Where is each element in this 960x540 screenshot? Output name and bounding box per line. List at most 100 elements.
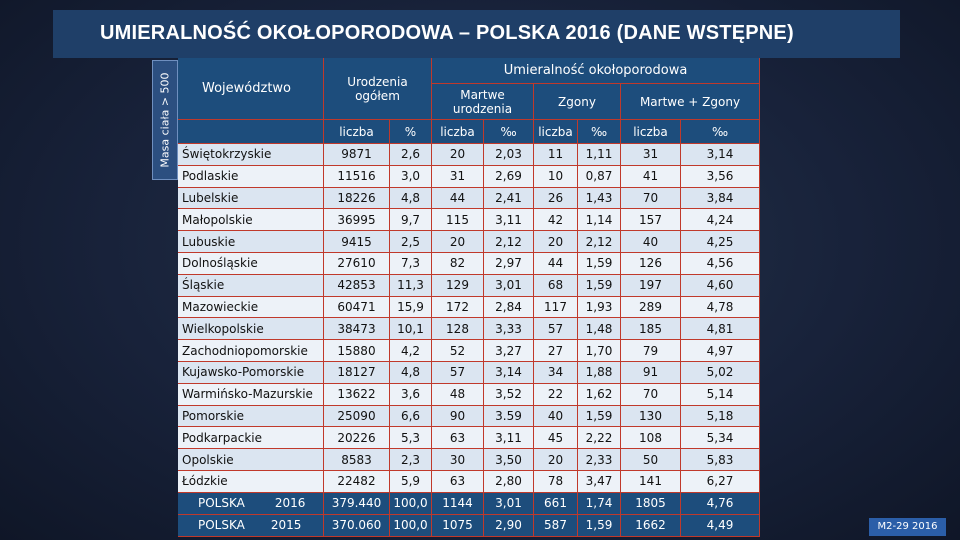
cell-pct: 4,8 — [390, 361, 432, 384]
cell-mzp: 5,02 — [681, 361, 761, 384]
cell-z: 117 — [534, 296, 578, 319]
region-name: Lubelskie — [178, 187, 324, 210]
total-cell-mz: 1662 — [621, 514, 681, 537]
cell-m: 128 — [432, 318, 484, 341]
region-name: Łódzkie — [178, 470, 324, 493]
cell-mz: 141 — [621, 470, 681, 493]
total-cell-ur: 370.060 — [324, 514, 390, 537]
header-permille: ‰ — [578, 120, 621, 144]
cell-mp: 2,97 — [484, 252, 534, 275]
cell-z: 22 — [534, 383, 578, 406]
cell-ur: 15880 — [324, 340, 390, 362]
cell-pct: 6,6 — [390, 405, 432, 428]
table-row: Małopolskie 36995 9,7 115 3,11 42 1,14 157 4,24 — [178, 209, 761, 232]
table-body: Świętokrzyskie 9871 2,6 20 2,03 11 1,11 31 3,14 P… — [178, 144, 761, 537]
cell-zp: 1,48 — [578, 318, 621, 341]
table-row: Lubelskie 18226 4,8 44 2,41 26 1,43 70 3,84 — [178, 187, 761, 210]
cell-zp: 1,11 — [578, 144, 621, 166]
total-cell-mzp: 4,49 — [681, 514, 761, 537]
table-row: Lubuskie 9415 2,5 20 2,12 20 2,12 40 4,25 — [178, 231, 761, 253]
cell-m: 63 — [432, 470, 484, 493]
total-cell-mp: 2,90 — [484, 514, 534, 537]
table-row: Łódzkie 22482 5,9 63 2,80 78 3,47 141 6,27 — [178, 470, 761, 493]
total-year: 2015 — [270, 518, 302, 533]
cell-ur: 11516 — [324, 165, 390, 188]
header-urodzenia: Urodzenia ogółem — [324, 58, 432, 120]
cell-m: 129 — [432, 274, 484, 297]
cell-z: 44 — [534, 252, 578, 275]
cell-ur: 13622 — [324, 383, 390, 406]
cell-mz: 157 — [621, 209, 681, 232]
table-row: Zachodniopomorskie 15880 4,2 52 3,27 27 1,70 79… — [178, 340, 761, 362]
cell-mz: 289 — [621, 296, 681, 319]
cell-mzp: 4,60 — [681, 274, 761, 297]
cell-mzp: 6,27 — [681, 470, 761, 493]
cell-zp: 1,70 — [578, 340, 621, 362]
header-empty — [178, 120, 324, 144]
cell-mzp: 4,81 — [681, 318, 761, 341]
cell-ur: 60471 — [324, 296, 390, 319]
cell-m: 52 — [432, 340, 484, 362]
table-row: Wielkopolskie 38473 10,1 128 3,33 57 1,48 185 4,… — [178, 318, 761, 341]
cell-mz: 126 — [621, 252, 681, 275]
header-umieralnosc: Umieralność okołoporodowa — [432, 58, 761, 84]
cell-mzp: 5,83 — [681, 449, 761, 471]
region-name: Mazowieckie — [178, 296, 324, 319]
region-name: Wielkopolskie — [178, 318, 324, 341]
cell-pct: 10,1 — [390, 318, 432, 341]
total-country: POLSKA — [198, 518, 245, 533]
side-label-text: Masa ciała > 500 — [158, 72, 172, 168]
table-row: Podkarpackie 20226 5,3 63 3,11 45 2,22 108 5,34 — [178, 427, 761, 450]
cell-mp: 3,52 — [484, 383, 534, 406]
table-row: Kujawsko-Pomorskie 18127 4,8 57 3,14 34 1,88 91… — [178, 361, 761, 384]
cell-zp: 2,33 — [578, 449, 621, 471]
cell-mp: 3,50 — [484, 449, 534, 471]
cell-mz: 40 — [621, 231, 681, 253]
cell-z: 27 — [534, 340, 578, 362]
region-name: Lubuskie — [178, 231, 324, 253]
cell-mp: 2,12 — [484, 231, 534, 253]
cell-pct: 3,6 — [390, 383, 432, 406]
cell-zp: 1,93 — [578, 296, 621, 319]
table-row: Mazowieckie 60471 15,9 172 2,84 117 1,93 289 4,7… — [178, 296, 761, 319]
cell-ur: 9871 — [324, 144, 390, 166]
cell-pct: 5,3 — [390, 427, 432, 450]
total-cell-mz: 1805 — [621, 492, 681, 515]
cell-m: 30 — [432, 449, 484, 471]
cell-mp: 3,01 — [484, 274, 534, 297]
cell-m: 63 — [432, 427, 484, 450]
cell-pct: 7,3 — [390, 252, 432, 275]
cell-z: 68 — [534, 274, 578, 297]
total-cell-m: 1075 — [432, 514, 484, 537]
cell-pct: 4,2 — [390, 340, 432, 362]
region-name: Warmińsko-Mazurskie — [178, 383, 324, 406]
cell-zp: 3,47 — [578, 470, 621, 493]
cell-ur: 27610 — [324, 252, 390, 275]
total-cell-mp: 3,01 — [484, 492, 534, 515]
cell-mzp: 5,14 — [681, 383, 761, 406]
header-permille: ‰ — [484, 120, 534, 144]
cell-zp: 1,62 — [578, 383, 621, 406]
header-martwe-zgony: Martwe + Zgony — [621, 84, 761, 120]
cell-m: 57 — [432, 361, 484, 384]
cell-mp: 2,84 — [484, 296, 534, 319]
cell-m: 172 — [432, 296, 484, 319]
cell-m: 82 — [432, 252, 484, 275]
cell-mz: 70 — [621, 383, 681, 406]
cell-zp: 1,43 — [578, 187, 621, 210]
cell-zp: 1,59 — [578, 405, 621, 428]
cell-mp: 3.59 — [484, 405, 534, 428]
cell-mz: 31 — [621, 144, 681, 166]
cell-zp: 1,59 — [578, 252, 621, 275]
header-urodzenia-text: Urodzenia ogółem — [347, 74, 408, 103]
region-name: Pomorskie — [178, 405, 324, 428]
total-cell-z: 587 — [534, 514, 578, 537]
cell-pct: 3,0 — [390, 165, 432, 188]
cell-mz: 41 — [621, 165, 681, 188]
cell-mzp: 4,56 — [681, 252, 761, 275]
header-liczba: liczba — [621, 120, 681, 144]
cell-mz: 70 — [621, 187, 681, 210]
header-permille: ‰ — [681, 120, 761, 144]
cell-pct: 11,3 — [390, 274, 432, 297]
header-liczba: liczba — [324, 120, 390, 144]
